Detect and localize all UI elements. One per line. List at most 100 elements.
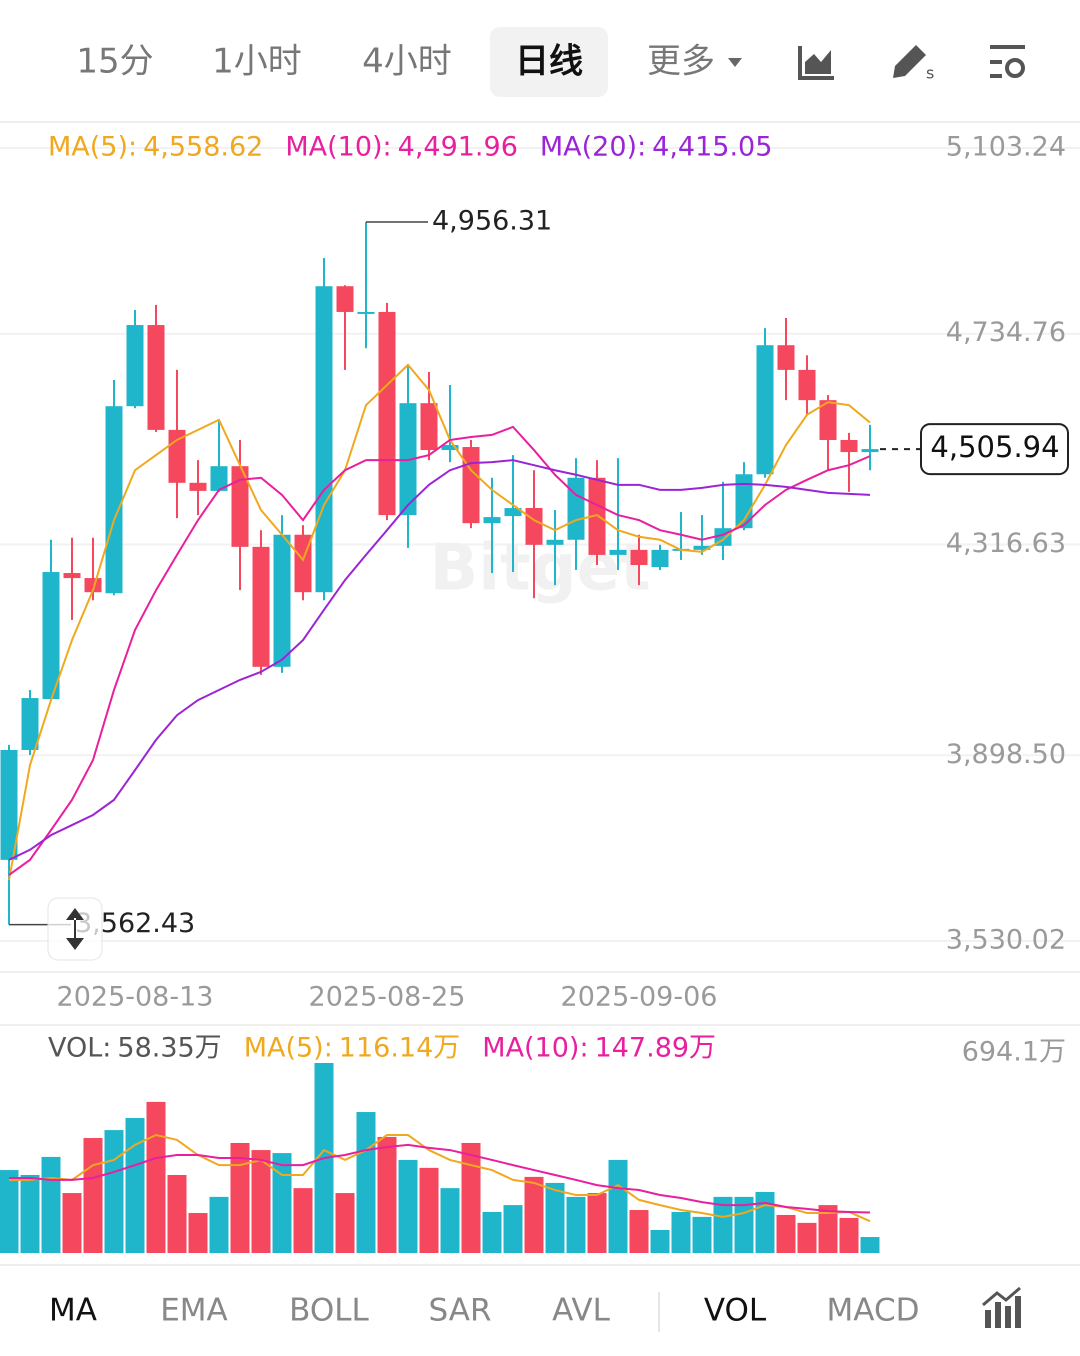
scale-handle-arrows — [66, 908, 84, 950]
legend-value: 147.89万 — [595, 1033, 716, 1064]
indicator-tab[interactable]: VOL — [704, 1293, 767, 1329]
candle-body — [42, 572, 60, 700]
ma-line — [8, 425, 871, 876]
x-tick-label: 2025-08-25 — [309, 982, 466, 1013]
candle-body — [777, 345, 795, 370]
candle-body — [336, 286, 354, 312]
volume-bar — [482, 1211, 502, 1253]
legend-name: MA(10): — [482, 1033, 588, 1064]
volume-bar — [167, 1174, 187, 1253]
timeframe-tab[interactable]: 4小时 — [362, 42, 452, 82]
candle-body — [525, 508, 543, 545]
volume-bar — [566, 1196, 586, 1253]
candle-body — [63, 573, 81, 579]
volume-bar — [377, 1136, 397, 1253]
x-tick-label: 2025-09-06 — [561, 982, 718, 1013]
indicator-tab[interactable]: MACD — [827, 1293, 920, 1329]
volume-bar — [62, 1193, 82, 1253]
volume-bar — [209, 1196, 229, 1253]
candle-body — [231, 466, 249, 547]
ma-line — [9, 1143, 871, 1214]
volume-bar — [671, 1211, 691, 1253]
timeframe-tab[interactable]: 15分 — [76, 42, 153, 82]
ma-line — [8, 459, 871, 861]
indicator-tab[interactable]: AVL — [552, 1293, 610, 1329]
candle-body — [840, 439, 858, 453]
candle-body — [105, 406, 123, 594]
y-tick-label: 5,103.24 — [946, 132, 1066, 163]
candle-body — [819, 400, 837, 440]
legend-value: 4,415.05 — [652, 132, 772, 163]
legend-value: 116.14万 — [339, 1033, 460, 1064]
volume-bar — [356, 1112, 376, 1253]
indicator-tab[interactable]: BOLL — [289, 1293, 369, 1329]
candle-body — [315, 286, 333, 593]
selected-tab-bg — [490, 27, 608, 97]
volume-bar — [818, 1205, 838, 1253]
volume-bar — [125, 1118, 145, 1253]
indicator-tab[interactable]: MA — [49, 1293, 97, 1329]
volume-bar — [629, 1210, 649, 1253]
candle-body — [567, 477, 585, 540]
volume-bar — [272, 1153, 292, 1253]
draw-tool-icon[interactable]: s — [893, 45, 934, 83]
candle-body — [378, 311, 396, 516]
candle-body — [210, 466, 228, 491]
annotation-label: 4,956.31 — [432, 206, 552, 237]
candle-body — [273, 534, 291, 667]
y-tick-label: 4,316.63 — [946, 528, 1066, 559]
candle-body — [189, 482, 207, 491]
volume-bar — [545, 1182, 565, 1253]
candle-body — [798, 369, 816, 401]
candle-body — [147, 325, 165, 430]
candle-body — [630, 549, 648, 565]
volume-bar — [0, 1170, 19, 1253]
ma-line — [8, 363, 871, 881]
volume-bar — [20, 1174, 40, 1253]
y-tick-label: 4,734.76 — [946, 317, 1066, 348]
volume-bar — [440, 1188, 460, 1253]
legend-value: 4,491.96 — [398, 132, 518, 163]
candle-body — [252, 546, 270, 667]
volume-bar — [839, 1217, 859, 1253]
indicator-settings-icon[interactable] — [982, 1286, 1021, 1328]
candle-body — [504, 508, 522, 517]
volume-bar — [860, 1237, 880, 1253]
volume-bar — [188, 1213, 208, 1253]
y-tick-label: 3,898.50 — [946, 739, 1066, 770]
candle-body — [861, 449, 879, 453]
volume-bar — [650, 1230, 670, 1253]
candle-body — [546, 539, 564, 545]
candle-body — [756, 345, 774, 475]
y-tick-label: 694.1万 — [962, 1037, 1066, 1068]
volume-bar — [419, 1167, 439, 1253]
candle-body — [420, 403, 438, 451]
volume-bar — [524, 1176, 544, 1253]
volume-bar — [692, 1216, 712, 1253]
candle-body — [693, 545, 711, 550]
icon-glyph: s — [926, 64, 934, 83]
legend-name: VOL: — [48, 1033, 111, 1064]
candle-body — [483, 517, 501, 524]
volume-bar — [230, 1142, 250, 1253]
volume-bar — [587, 1193, 607, 1253]
volume-bar — [83, 1138, 103, 1253]
timeframe-tab[interactable]: 1小时 — [212, 42, 302, 82]
legend-name: MA(5): — [244, 1033, 333, 1064]
legend-name: MA(10): — [285, 132, 391, 163]
candle-body — [84, 578, 102, 593]
candle-body — [357, 311, 375, 314]
settings-icon[interactable] — [990, 45, 1025, 78]
indicator-tab[interactable]: EMA — [160, 1293, 228, 1329]
volume-bar — [251, 1150, 271, 1253]
chart-type-icon[interactable] — [798, 46, 834, 80]
volume-bar — [755, 1191, 775, 1253]
timeframe-tab[interactable]: 日线 — [515, 42, 583, 82]
volume-bar — [797, 1222, 817, 1253]
indicator-tab[interactable]: SAR — [429, 1293, 492, 1329]
volume-bar — [713, 1196, 733, 1253]
candle-body — [21, 698, 39, 750]
more-tab[interactable]: 更多 — [647, 42, 715, 82]
